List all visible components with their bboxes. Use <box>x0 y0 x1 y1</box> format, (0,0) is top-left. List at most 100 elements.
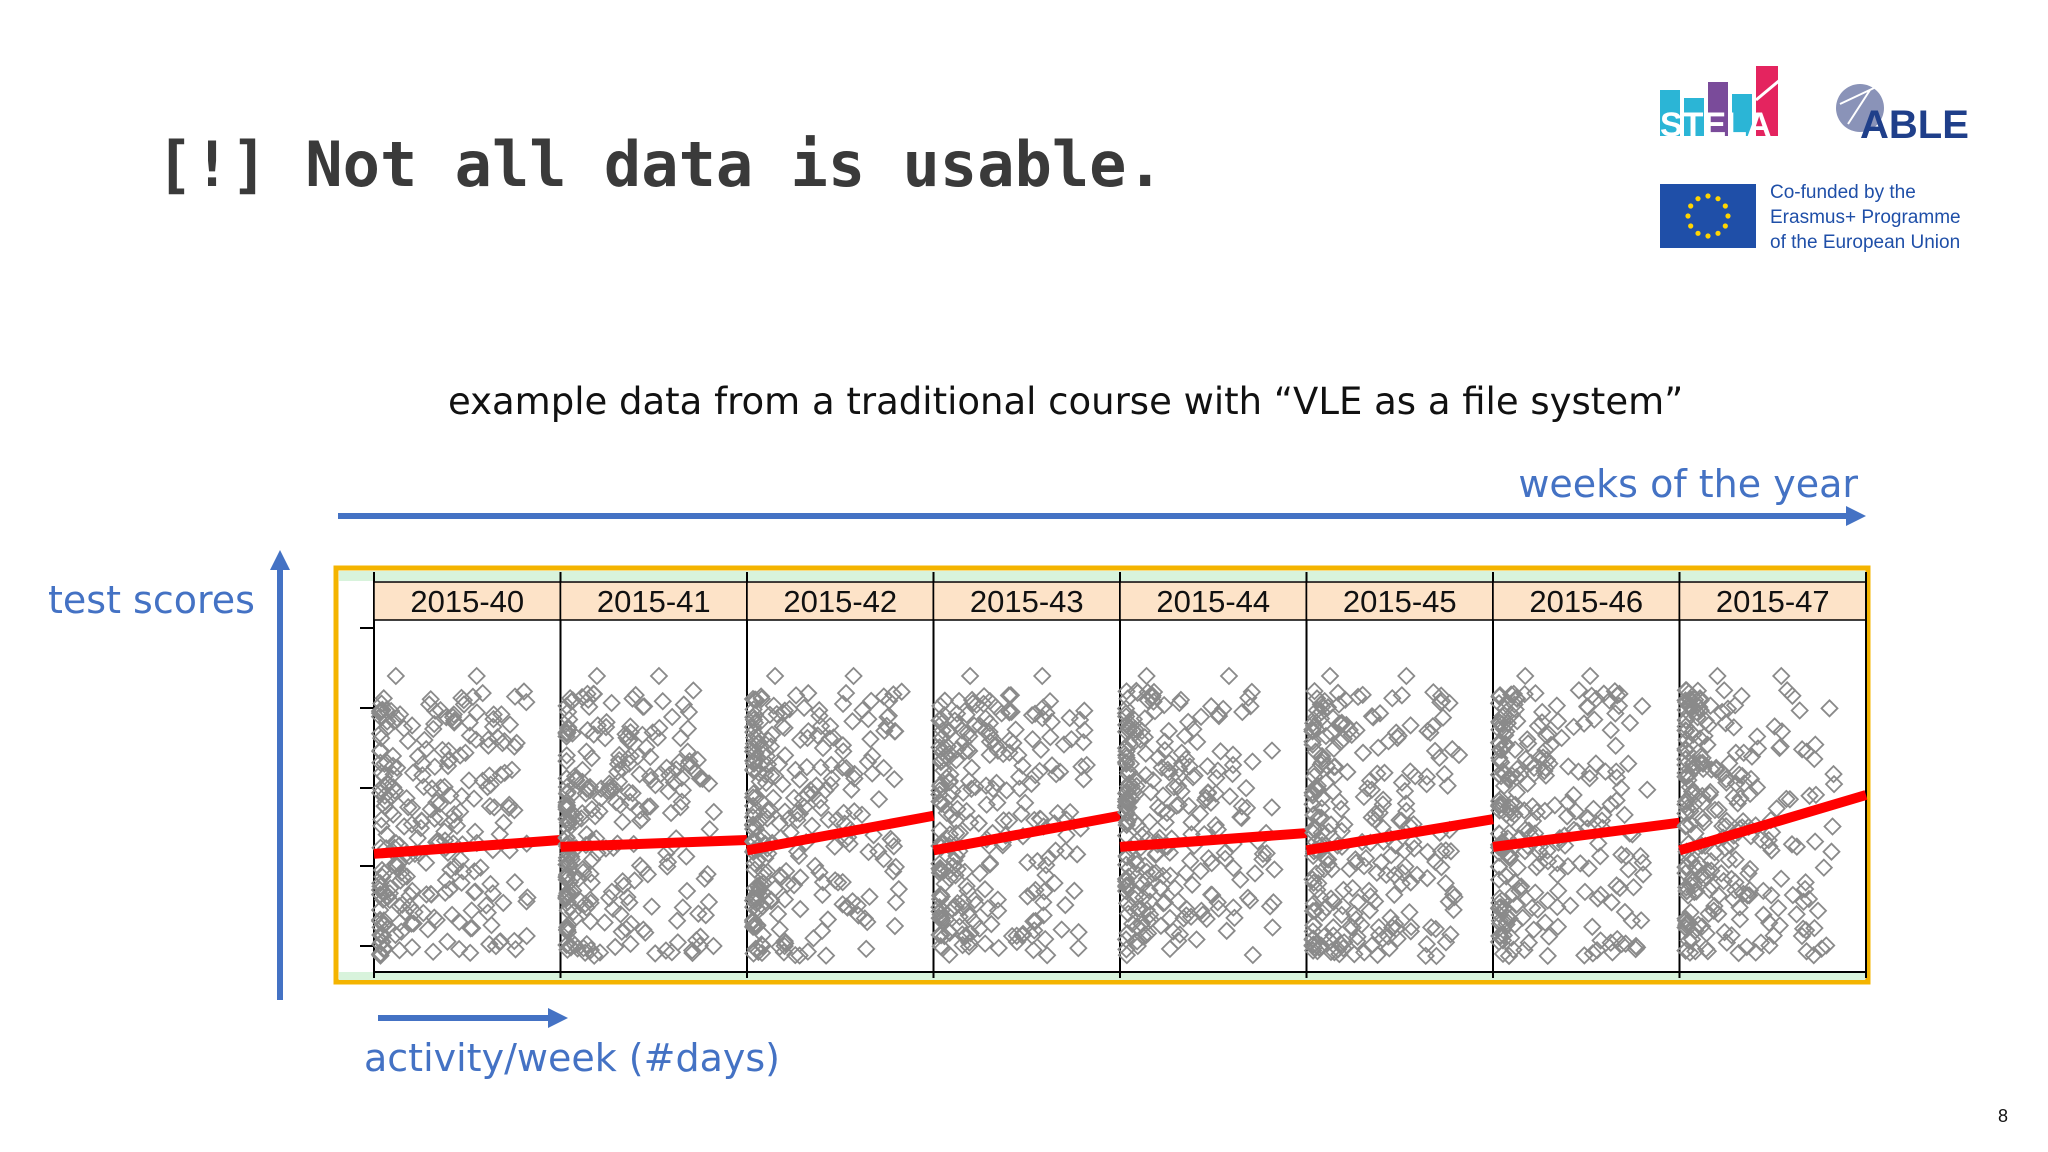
weeks-arrow-head <box>1846 506 1866 526</box>
data-point <box>745 713 765 733</box>
stela-text: STELA <box>1660 106 1771 138</box>
data-point <box>1690 753 1710 773</box>
data-point <box>1539 927 1559 946</box>
data-point <box>507 733 526 753</box>
data-point <box>398 797 418 817</box>
data-point <box>1505 695 1524 714</box>
data-point <box>1586 689 1606 709</box>
data-point <box>616 724 635 744</box>
data-point <box>1160 763 1179 782</box>
data-point <box>623 689 642 708</box>
data-point <box>602 882 622 902</box>
data-point <box>670 752 689 772</box>
data-point <box>1726 873 1745 892</box>
data-point <box>1125 850 1145 870</box>
data-point <box>408 746 428 766</box>
data-point <box>1136 765 1155 785</box>
data-point <box>1737 937 1757 957</box>
data-point <box>1431 686 1451 705</box>
data-point <box>667 911 687 931</box>
data-point <box>1804 945 1824 965</box>
data-point <box>1040 691 1060 711</box>
data-point <box>625 871 644 890</box>
data-point <box>611 795 630 815</box>
data-point <box>578 720 597 740</box>
data-point <box>1560 896 1580 915</box>
data-point <box>1537 726 1556 745</box>
stela-bar <box>1732 94 1752 136</box>
data-point <box>1499 770 1519 789</box>
data-point <box>1116 803 1136 822</box>
data-point <box>856 939 876 959</box>
data-point <box>1179 796 1199 816</box>
data-point <box>805 856 825 876</box>
data-point <box>1491 789 1510 809</box>
data-point <box>988 793 1007 812</box>
data-point <box>1762 841 1781 860</box>
data-point <box>451 850 470 869</box>
data-point <box>1426 919 1446 939</box>
data-point <box>1443 884 1463 904</box>
data-point <box>419 695 439 714</box>
data-point <box>941 765 960 784</box>
data-point <box>584 684 603 704</box>
data-point <box>584 946 604 965</box>
data-point <box>414 903 433 923</box>
data-point <box>1605 682 1625 701</box>
data-point <box>1759 913 1779 933</box>
data-point <box>932 908 952 928</box>
data-point <box>557 751 576 771</box>
data-point <box>1180 757 1200 776</box>
data-point <box>764 696 784 716</box>
data-point <box>698 864 717 884</box>
data-point <box>580 777 600 797</box>
data-point <box>1491 766 1511 786</box>
data-point <box>459 771 479 790</box>
data-point <box>816 946 836 965</box>
data-point <box>1207 768 1226 788</box>
data-point <box>1172 782 1191 801</box>
data-point <box>412 811 432 831</box>
data-point <box>819 810 838 830</box>
data-point <box>852 805 872 825</box>
data-point <box>943 781 962 801</box>
data-point <box>1151 879 1171 898</box>
data-point <box>1617 847 1636 866</box>
data-point <box>1522 898 1542 918</box>
stela-logo: STELA <box>1660 66 1781 138</box>
data-point <box>676 847 696 866</box>
eu-cofunded-text: Co-funded by the Erasmus+ Programme of t… <box>1770 180 1961 255</box>
data-point <box>1607 791 1626 810</box>
data-point <box>1436 841 1456 860</box>
data-point <box>1416 946 1436 966</box>
data-point <box>946 811 966 831</box>
data-point <box>579 697 599 717</box>
data-point <box>940 787 959 806</box>
panel-header <box>1119 581 1308 621</box>
data-point <box>1787 904 1806 924</box>
data-point <box>441 786 460 805</box>
data-point <box>370 945 390 964</box>
data-point <box>1125 723 1145 743</box>
data-point <box>959 741 979 761</box>
data-point <box>1507 759 1527 779</box>
data-point <box>1198 756 1217 776</box>
data-point <box>389 854 408 873</box>
able-globe-icon <box>1836 84 1884 132</box>
data-point <box>1159 721 1179 741</box>
data-point <box>590 943 610 962</box>
data-point <box>1571 854 1590 873</box>
data-point <box>1069 922 1088 942</box>
data-point <box>465 822 485 842</box>
data-point <box>822 769 842 788</box>
data-point <box>1202 853 1221 873</box>
data-point <box>1493 931 1513 950</box>
eu-star <box>1722 223 1728 229</box>
data-point <box>1118 765 1138 784</box>
data-point <box>371 753 390 773</box>
data-point <box>422 885 441 904</box>
data-point <box>942 805 962 825</box>
data-point <box>1009 767 1029 787</box>
data-point <box>744 722 763 742</box>
data-point <box>753 925 773 945</box>
